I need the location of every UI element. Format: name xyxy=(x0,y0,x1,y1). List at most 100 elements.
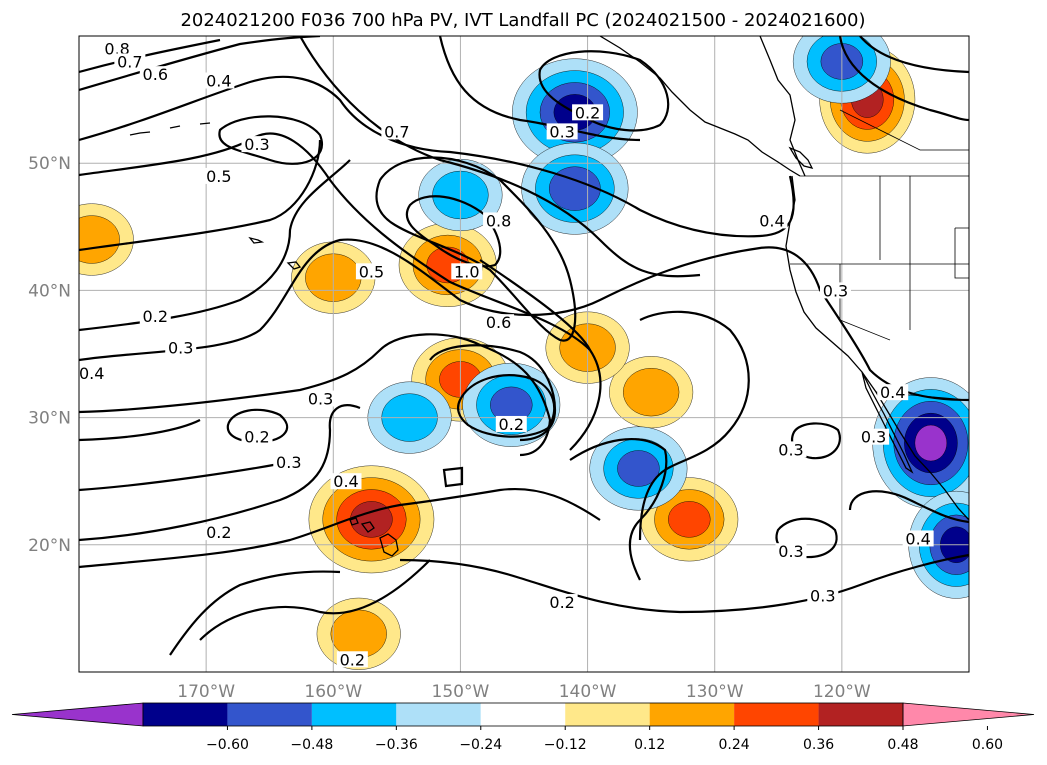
latitude-tick-labels: 20°N 30°N 40°N 50°N xyxy=(28,154,71,556)
border-state-3 xyxy=(839,264,891,341)
contour-label: 0.4 xyxy=(880,383,905,402)
contour-label: 0.3 xyxy=(168,339,193,358)
contour-label: 0.2 xyxy=(340,650,365,669)
contour-label-bg xyxy=(336,651,368,668)
contour-line xyxy=(299,36,701,278)
anomaly-ring xyxy=(617,450,660,487)
contour-label-bg xyxy=(820,282,851,299)
contour-label: 0.5 xyxy=(359,262,384,281)
lat-tick-label: 40°N xyxy=(28,281,71,301)
contour-label: 0.3 xyxy=(861,428,886,447)
colorbar-segment xyxy=(818,703,903,726)
coastlines xyxy=(129,36,969,557)
lat-tick-label: 20°N xyxy=(28,536,71,556)
contour-label: 0.6 xyxy=(143,65,168,84)
island-aleutian xyxy=(129,122,211,136)
contour-labels: 0.80.70.6 0.40.30.50.70.20.30.80.5 1.00.60… xyxy=(79,40,934,669)
anomaly-blob xyxy=(79,203,134,276)
contour-label: 0.7 xyxy=(384,122,409,141)
contour-line xyxy=(405,195,502,268)
contour-line xyxy=(169,570,341,656)
coastline-alaska xyxy=(599,36,801,177)
contour-line xyxy=(479,259,591,351)
contour-label: 0.2 xyxy=(143,307,168,326)
contour-label-bg xyxy=(165,339,197,356)
contour-label-bg xyxy=(139,307,171,324)
colorbar-tick-label: 0.48 xyxy=(887,737,918,753)
contour-label: 0.2 xyxy=(499,415,524,434)
colorbar-segment xyxy=(396,703,481,726)
colorbar-segment xyxy=(565,703,650,726)
contour-label: 0.3 xyxy=(823,281,848,300)
contour-label-bg xyxy=(241,428,273,445)
contour-line xyxy=(79,458,301,492)
coastline-baja xyxy=(861,371,914,474)
anomaly-blob xyxy=(640,477,739,562)
contour-label-bg xyxy=(877,384,909,401)
map-frame xyxy=(78,35,970,673)
contour-label-bg xyxy=(495,415,527,432)
colorbar-extend-high xyxy=(902,702,1035,727)
contour-label-bg xyxy=(203,72,235,89)
contour-label: 0.4 xyxy=(759,211,784,230)
colorbar-tick-label: −0.60 xyxy=(206,737,249,753)
contour-label-bg xyxy=(139,66,171,83)
contour-label-bg xyxy=(451,263,483,280)
contour-label: 0.3 xyxy=(810,587,835,606)
colorbar: −0.60 −0.48 −0.36 −0.24 −0.12 0.12 0.24 0.36 0.4… xyxy=(11,702,1035,753)
colorbar-tick-label: 0.36 xyxy=(803,737,834,753)
island-hawaii-1 xyxy=(379,533,399,557)
longitude-tick-labels: 170°W 160°W 150°W 140°W 130°W 120°W xyxy=(177,682,871,702)
contour-line xyxy=(79,419,201,442)
contour-label-bg xyxy=(203,524,235,541)
contour-line xyxy=(538,50,670,132)
colorbar-tick-label: −0.24 xyxy=(459,737,502,753)
contour-label: 0.4 xyxy=(79,364,104,383)
contour-label-bg xyxy=(305,390,337,407)
colorbar-tick-label: 0.60 xyxy=(972,737,1003,753)
contour-label-bg xyxy=(381,123,413,140)
colorbar-extend-low xyxy=(11,702,144,727)
contour-line xyxy=(79,36,321,92)
border-state-5 xyxy=(954,227,969,279)
contour-label-bg xyxy=(203,167,235,184)
contour-label-bg xyxy=(114,53,146,70)
coastline-westcoast xyxy=(785,175,969,521)
political-borders xyxy=(790,109,969,401)
contour-label-bg xyxy=(807,587,839,604)
colorbar-segment xyxy=(649,703,735,726)
contour-line xyxy=(638,310,750,541)
anomaly-ring xyxy=(623,368,680,417)
lat-tick-label: 50°N xyxy=(28,154,71,174)
border-state-6 xyxy=(839,109,969,151)
contour-line xyxy=(79,238,969,402)
island-small-2 xyxy=(286,261,302,270)
contour-line xyxy=(79,488,601,569)
contour-line xyxy=(838,36,969,122)
colorbar-tick-label: −0.12 xyxy=(544,737,587,753)
contour-label-bg xyxy=(775,543,807,560)
contour-label: 1.0 xyxy=(454,262,479,281)
map-area: 0.80.70.6 0.40.30.50.70.20.30.80.5 1.00.60… xyxy=(79,36,969,672)
anomaly-ring xyxy=(79,215,120,264)
contour-label-bg xyxy=(483,212,515,229)
contour-label: 0.4 xyxy=(206,72,231,91)
lon-tick-label: 130°W xyxy=(686,682,744,702)
colorbar-tick-label: −0.36 xyxy=(375,737,418,753)
anomaly-ring xyxy=(668,501,711,538)
anomaly-blob xyxy=(308,465,435,574)
island-hawaii-2 xyxy=(360,521,375,533)
contour-line xyxy=(375,156,577,342)
contour-label-bg xyxy=(101,40,133,57)
contour-label-bg xyxy=(355,263,387,280)
lon-tick-label: 150°W xyxy=(432,682,490,702)
chart-title: 2024021200 F036 700 hPa PV, IVT Landfall… xyxy=(180,10,865,31)
contour-label: 0.2 xyxy=(549,593,574,612)
anomaly-blob xyxy=(398,222,497,307)
contour-line xyxy=(399,553,969,614)
contour-label-bg xyxy=(546,123,578,140)
contour-label: 0.7 xyxy=(117,52,142,71)
contour-label-bg xyxy=(775,441,807,458)
contour-label-bg xyxy=(572,104,604,121)
contour-label: 0.3 xyxy=(778,440,803,459)
